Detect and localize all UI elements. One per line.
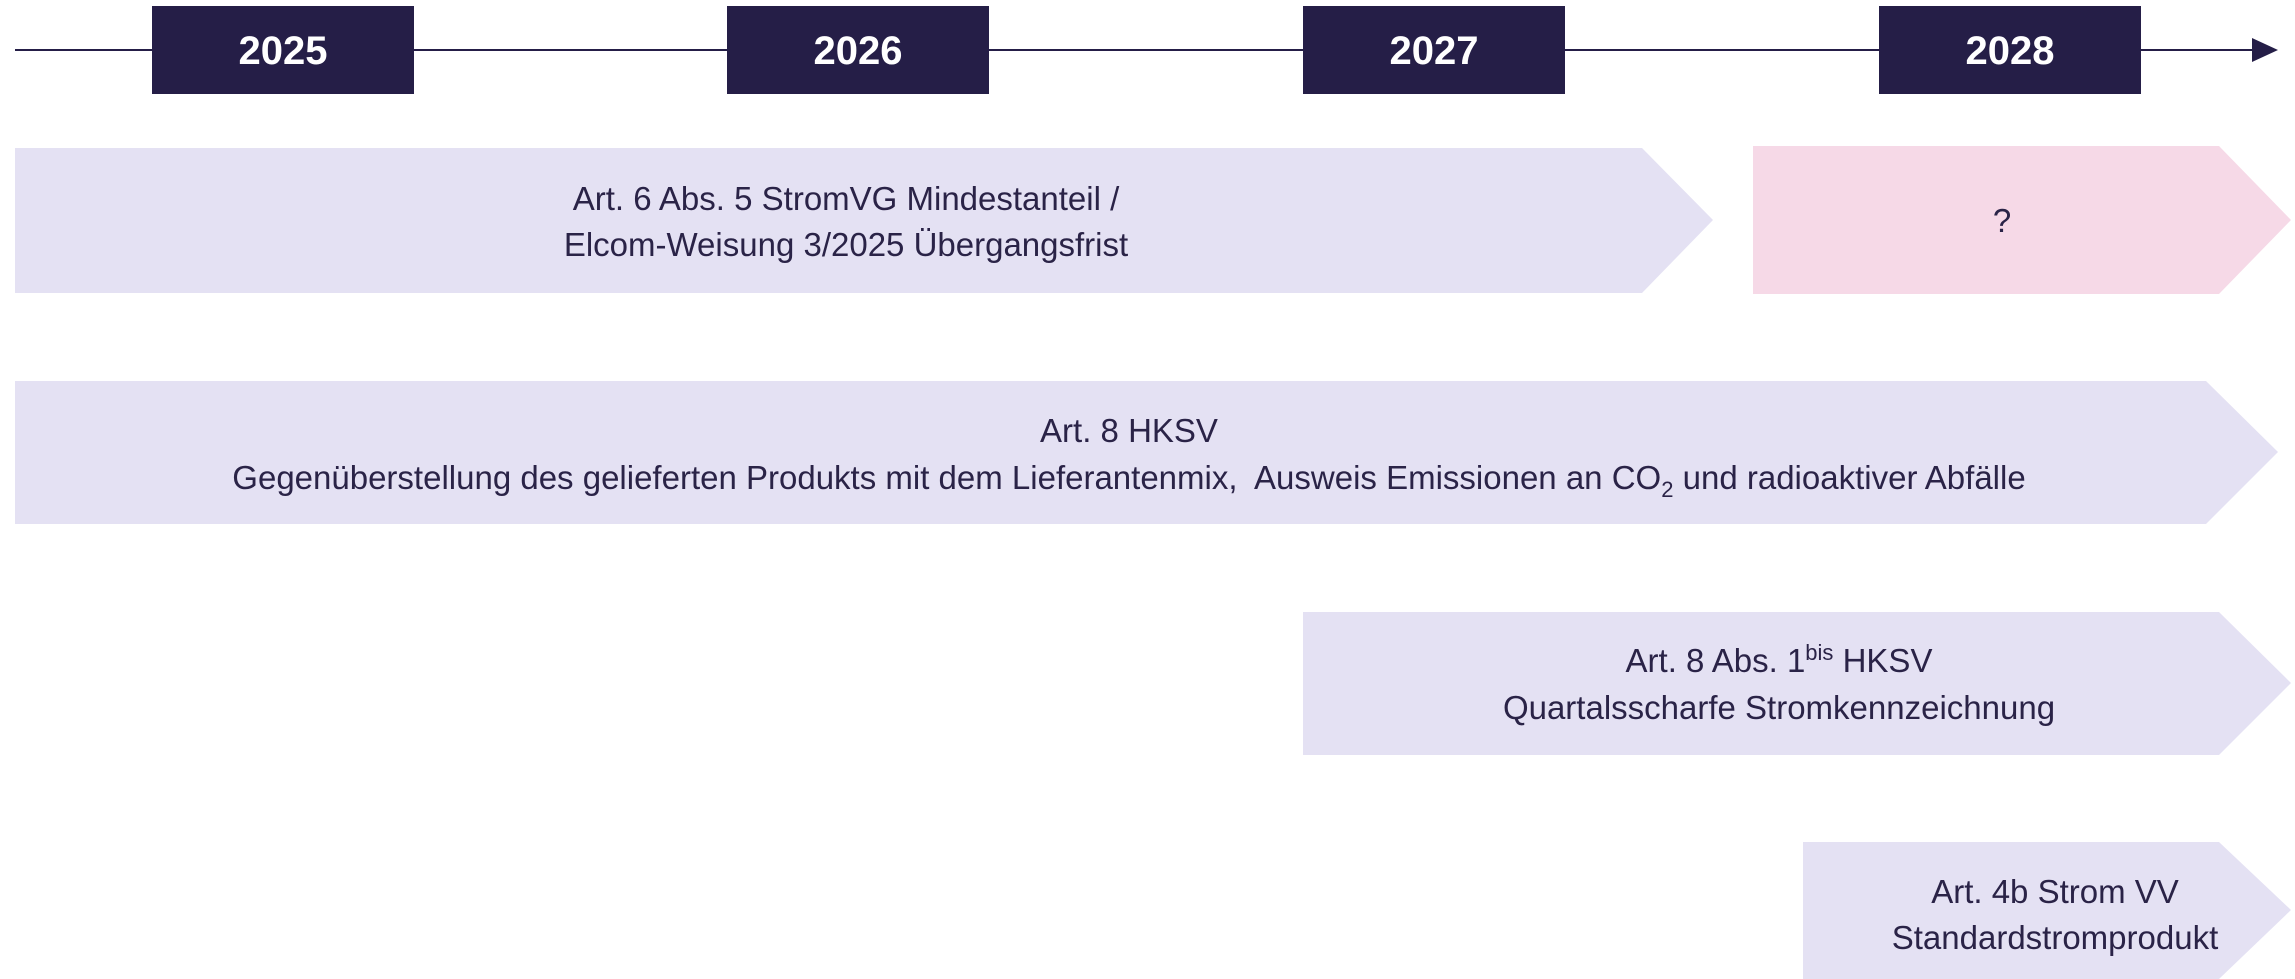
year-label: 2025 — [239, 29, 328, 73]
period-bar — [15, 381, 2278, 524]
period-bar — [15, 148, 1713, 293]
year-box — [727, 6, 989, 94]
bar-label: Elcom-Weisung 3/2025 Übergangsfrist — [564, 226, 1128, 263]
bar-label: Gegenüberstellung des gelieferten Produk… — [232, 459, 2025, 502]
period-bar — [1803, 842, 2291, 979]
year-box — [1879, 6, 2141, 94]
bar-label: Standardstromprodukt — [1892, 919, 2219, 956]
label-part: HKSV — [1833, 642, 1932, 679]
year-label: 2027 — [1390, 29, 1479, 73]
year-label: 2028 — [1966, 29, 2055, 73]
year-box — [1303, 6, 1565, 94]
label-part: Art. 8 Abs. 1 — [1626, 642, 1806, 679]
bar-label: Art. 4b Strom VV — [1931, 873, 2179, 910]
bar-label: Art. 8 HKSV — [1040, 412, 1218, 449]
year-label: 2026 — [814, 29, 903, 73]
year-boxes: 2025 2026 2027 2028 — [152, 6, 2141, 94]
period-bar-unknown — [1753, 146, 2291, 294]
subscript: 2 — [1661, 477, 1673, 502]
year-box — [152, 6, 414, 94]
bar-label: Art. 8 Abs. 1bis HKSV — [1626, 640, 1933, 679]
period-bar — [1303, 612, 2291, 755]
timeline-arrow — [2252, 38, 2278, 62]
bar-label: Quartalsscharfe Stromkennzeichnung — [1503, 689, 2055, 726]
bar-label: ? — [1993, 202, 2011, 239]
superscript: bis — [1805, 640, 1833, 665]
label-part: und radioaktiver Abfälle — [1673, 459, 2025, 496]
label-part: Gegenüberstellung des gelieferten Produk… — [232, 459, 1661, 496]
bar-label: Art. 6 Abs. 5 StromVG Mindestanteil / — [573, 180, 1120, 217]
